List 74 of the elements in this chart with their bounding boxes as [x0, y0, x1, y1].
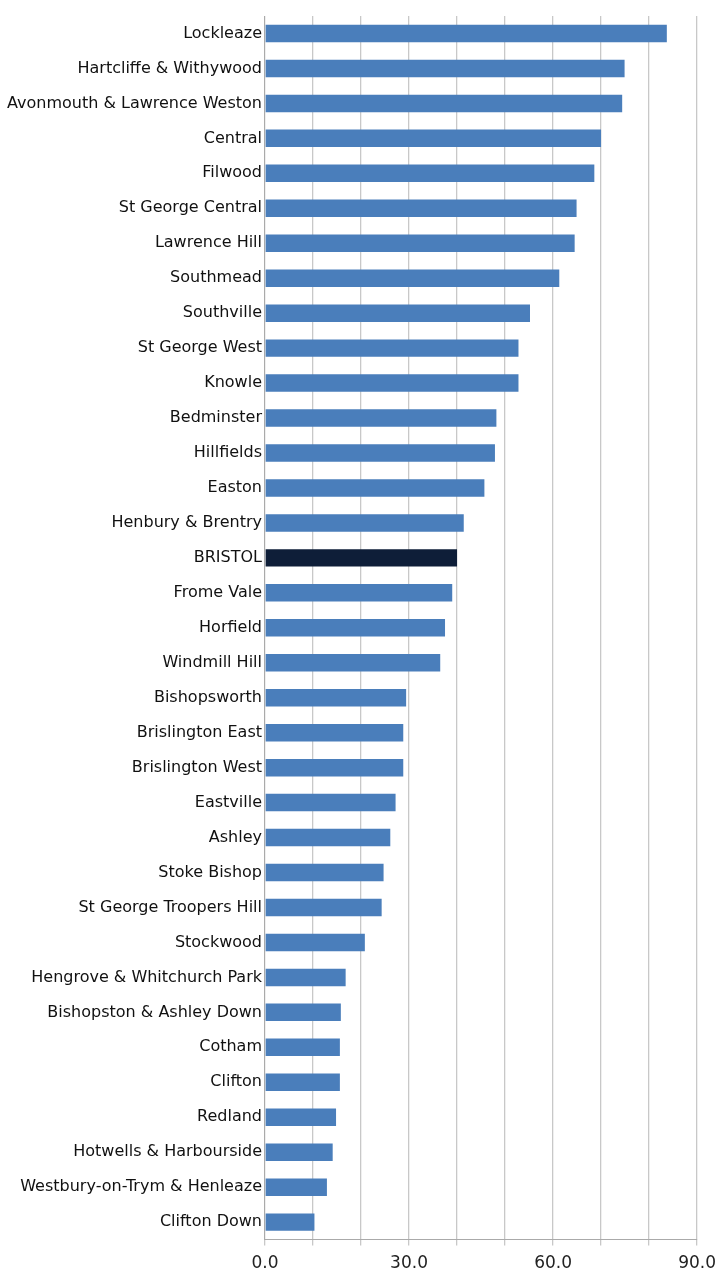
y-tick-label: Central	[203, 127, 262, 147]
y-tick-label: Frome Vale	[173, 582, 262, 601]
y-tick-label: Cotham	[199, 1036, 262, 1056]
bar	[265, 479, 485, 497]
y-tick-label: Avonmouth & Lawrence Weston	[6, 92, 262, 112]
bar	[265, 1143, 333, 1161]
bar	[265, 444, 495, 462]
bar	[265, 374, 519, 392]
bar	[265, 828, 391, 847]
bar	[265, 24, 667, 43]
x-tick-label: 30.0	[390, 1252, 428, 1273]
bar	[265, 94, 623, 113]
y-tick-label: Lockleaze	[183, 22, 262, 42]
y-tick-label: Hillfields	[193, 442, 262, 462]
y-tick-label: Bishopsworth	[153, 686, 262, 706]
y-tick-label: Bedminster	[169, 407, 263, 427]
y-tick-label: Southville	[182, 302, 262, 322]
bar	[265, 1178, 327, 1196]
y-tick-label: Hartcliffe & Withywood	[77, 57, 262, 77]
y-tick-label: Hotwells & Harbourside	[73, 1141, 262, 1161]
bar	[265, 269, 560, 287]
bar	[265, 339, 519, 357]
y-tick-label: Stockwood	[174, 931, 262, 951]
bar	[265, 304, 530, 322]
bar	[265, 863, 384, 882]
bar	[265, 723, 404, 742]
y-tick-label: Ashley	[208, 826, 262, 846]
bar	[265, 409, 497, 427]
x-tick-label: 0.0	[251, 1252, 279, 1273]
y-tick-label: Knowle	[204, 372, 262, 392]
bar	[265, 654, 441, 672]
y-tick-label: St George West	[137, 337, 262, 357]
y-tick-label: Hengrove & Whitchurch Park	[31, 966, 263, 986]
bar	[265, 199, 577, 218]
bar	[265, 793, 396, 812]
y-tick-label: Westbury-on-Trym & Henleaze	[20, 1176, 262, 1196]
y-tick-label: Southmead	[170, 267, 262, 287]
bar	[265, 59, 625, 78]
y-tick-label: Windmill Hill	[162, 651, 262, 671]
bar	[265, 549, 458, 567]
bar	[265, 688, 407, 707]
y-tick-label: Brislington West	[131, 756, 262, 776]
x-tick-label: 60.0	[534, 1252, 572, 1273]
y-tick-label: Redland	[197, 1106, 262, 1126]
y-tick-label: Clifton	[210, 1071, 262, 1091]
bar	[265, 1108, 337, 1126]
bar	[265, 234, 575, 252]
bar	[265, 758, 404, 777]
y-tick-label: Horfield	[199, 616, 262, 636]
y-tick-label: Easton	[207, 477, 262, 497]
y-tick-label: Bishopston & Ashley Down	[47, 1001, 262, 1021]
y-tick-label: Clifton Down	[159, 1211, 262, 1231]
y-tick-label: Stoke Bishop	[158, 861, 262, 881]
y-tick-label: Brislington East	[136, 721, 262, 741]
bar	[265, 1003, 341, 1022]
y-tick-label: St George Central	[118, 197, 262, 217]
y-tick-label: Filwood	[202, 162, 262, 182]
y-tick-label: St George Troopers Hill	[78, 896, 262, 916]
bar	[265, 619, 446, 637]
bar	[265, 1213, 315, 1231]
bar	[265, 968, 346, 987]
x-tick-label: 90.0	[678, 1252, 716, 1273]
bar	[265, 1073, 340, 1092]
bar	[265, 584, 453, 602]
bar	[265, 514, 464, 532]
bar	[265, 898, 382, 917]
bar	[265, 1038, 340, 1057]
y-tick-label: Henbury & Brentry	[111, 512, 262, 532]
bar	[265, 164, 595, 183]
y-tick-label: Lawrence Hill	[154, 232, 262, 252]
bar	[265, 933, 365, 952]
y-tick-label: BRISTOL	[193, 547, 263, 567]
y-tick-label: Eastville	[194, 791, 262, 811]
bar	[265, 129, 602, 148]
